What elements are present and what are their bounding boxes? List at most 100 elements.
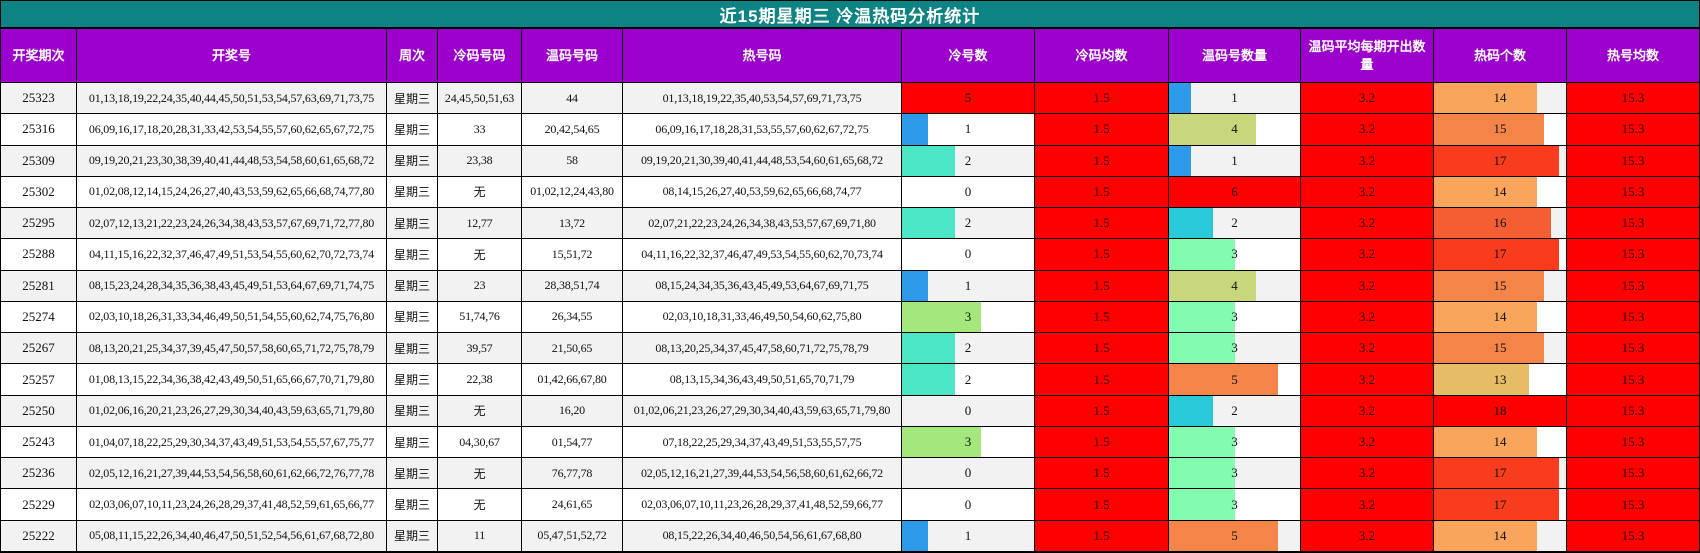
hot-numbers-cell: 06,09,16,17,18,28,31,53,55,57,60,62,67,7… [623, 114, 902, 146]
warm-count-value: 3 [1231, 496, 1238, 512]
hot-count-data-bar [1434, 145, 1559, 176]
week-cell: 星期三 [387, 208, 438, 240]
hot-average-cell: 15.3 [1567, 489, 1699, 521]
cold-average-cell: 1.5 [1035, 145, 1169, 177]
cold-average-cell: 1.5 [1035, 176, 1169, 209]
column-header-warm-average-per-period: 温码平均每期开出数量 [1301, 29, 1434, 83]
column-header-hot-count: 热码个数 [1434, 29, 1567, 83]
warm-count-bar-cell: 6 [1169, 176, 1301, 209]
week-cell: 星期三 [387, 458, 438, 490]
warm-numbers-cell: 76,77,78 [522, 458, 623, 490]
cold-average-cell: 1.5 [1035, 520, 1169, 552]
hot-count-value: 16 [1493, 215, 1507, 231]
column-header-warm-numbers: 温码号码 [522, 29, 623, 83]
warm-count-value: 6 [1231, 183, 1238, 199]
cold-count-bar-cell: 0 [902, 239, 1035, 271]
cold-numbers-cell: 无 [438, 176, 522, 209]
period-cell: 25309 [1, 145, 77, 177]
warm-count-data-bar [1169, 270, 1257, 301]
hot-numbers-cell: 02,07,21,22,23,24,26,34,38,43,53,57,67,6… [623, 208, 902, 240]
draw-numbers-cell: 09,19,20,21,23,30,38,39,40,41,44,48,53,5… [77, 145, 387, 177]
cold-count-data-bar [902, 270, 929, 301]
cold-count-value: 3 [964, 308, 972, 324]
hot-count-bar-cell: 17 [1434, 239, 1567, 271]
cold-numbers-cell: 无 [438, 458, 522, 490]
cold-average-cell: 1.5 [1035, 301, 1169, 334]
hot-average-cell: 15.3 [1567, 458, 1699, 490]
cold-count-data-bar [902, 208, 955, 239]
hot-count-value: 18 [1493, 402, 1507, 418]
warm-count-data-bar [1169, 83, 1191, 114]
warm-average-cell: 3.2 [1301, 520, 1434, 552]
warm-count-bar-cell: 1 [1169, 145, 1301, 177]
warm-average-cell: 3.2 [1301, 83, 1434, 115]
warm-average-cell: 3.2 [1301, 395, 1434, 427]
title-bar: 近15期星期三 冷温热码分析统计 [1, 1, 1699, 29]
warm-average-cell: 3.2 [1301, 208, 1434, 240]
cold-count-value: 0 [964, 183, 972, 199]
warm-numbers-cell: 15,51,72 [522, 239, 623, 271]
table-header-row: 开奖期次 开奖号 周次 冷码号码 温码号码 热号码 冷号数 冷码均数 温码号数量… [1, 29, 1699, 83]
table-body: 25323 01,13,18,19,22,24,35,40,44,45,50,5… [1, 83, 1699, 552]
cold-count-value: 0 [964, 402, 972, 418]
column-header-period: 开奖期次 [1, 29, 77, 83]
cold-count-data-bar [902, 426, 982, 458]
column-header-week: 周次 [387, 29, 438, 83]
hot-count-bar-cell: 15 [1434, 333, 1567, 365]
warm-average-cell: 3.2 [1301, 426, 1434, 459]
cold-count-value: 1 [964, 121, 972, 137]
week-cell: 星期三 [387, 83, 438, 115]
hot-count-data-bar [1434, 395, 1566, 426]
cold-count-bar-cell: 3 [902, 426, 1035, 459]
warm-numbers-cell: 21,50,65 [522, 333, 623, 365]
period-cell: 25257 [1, 364, 77, 396]
hot-average-cell: 15.3 [1567, 239, 1699, 271]
warm-count-data-bar [1169, 426, 1235, 458]
period-cell: 25302 [1, 176, 77, 209]
draw-numbers-cell: 02,03,06,07,10,11,23,24,26,28,29,37,41,4… [77, 489, 387, 521]
table-row: 25243 01,04,07,18,22,25,29,30,34,37,43,4… [1, 426, 1699, 459]
cold-average-cell: 1.5 [1035, 83, 1169, 115]
week-cell: 星期三 [387, 301, 438, 334]
hot-count-bar-cell: 15 [1434, 114, 1567, 146]
warm-count-data-bar [1169, 114, 1257, 145]
warm-count-data-bar [1169, 145, 1191, 176]
cold-average-cell: 1.5 [1035, 270, 1169, 302]
table-row: 25323 01,13,18,19,22,24,35,40,44,45,50,5… [1, 83, 1699, 115]
hot-count-data-bar [1434, 520, 1537, 551]
hot-numbers-cell: 08,13,20,25,34,37,45,47,58,60,71,72,75,7… [623, 333, 902, 365]
hot-average-cell: 15.3 [1567, 520, 1699, 552]
hot-count-data-bar [1434, 83, 1537, 114]
period-cell: 25236 [1, 458, 77, 490]
cold-numbers-cell: 无 [438, 489, 522, 521]
table-row: 25309 09,19,20,21,23,30,38,39,40,41,44,4… [1, 145, 1699, 177]
warm-count-value: 3 [1231, 308, 1238, 324]
hot-count-bar-cell: 14 [1434, 426, 1567, 459]
hot-count-data-bar [1434, 301, 1537, 333]
cold-numbers-cell: 51,74,76 [438, 301, 522, 334]
cold-numbers-cell: 23 [438, 270, 522, 302]
hot-count-value: 14 [1493, 434, 1507, 450]
cold-count-data-bar [902, 333, 955, 364]
hot-count-value: 14 [1493, 308, 1507, 324]
week-cell: 星期三 [387, 395, 438, 427]
week-cell: 星期三 [387, 489, 438, 521]
hot-count-bar-cell: 13 [1434, 364, 1567, 396]
cold-average-cell: 1.5 [1035, 239, 1169, 271]
table-row: 25302 01,02,08,12,14,15,24,26,27,40,43,5… [1, 176, 1699, 209]
hot-numbers-cell: 02,03,06,07,10,11,23,26,28,29,37,41,48,5… [623, 489, 902, 521]
cold-count-bar-cell: 5 [902, 83, 1035, 115]
hot-count-value: 17 [1493, 465, 1507, 481]
warm-numbers-cell: 58 [522, 145, 623, 177]
table-row: 25274 02,03,10,18,26,31,33,34,46,49,50,5… [1, 301, 1699, 334]
page-title: 近15期星期三 冷温热码分析统计 [719, 6, 981, 26]
warm-average-cell: 3.2 [1301, 458, 1434, 490]
period-cell: 25243 [1, 426, 77, 459]
warm-count-value: 5 [1231, 371, 1238, 387]
week-cell: 星期三 [387, 333, 438, 365]
cold-numbers-cell: 22,38 [438, 364, 522, 396]
cold-count-bar-cell: 0 [902, 489, 1035, 521]
cold-count-data-bar [902, 520, 929, 551]
draw-numbers-cell: 01,02,08,12,14,15,24,26,27,40,43,53,59,6… [77, 176, 387, 209]
hot-count-data-bar [1434, 426, 1537, 458]
